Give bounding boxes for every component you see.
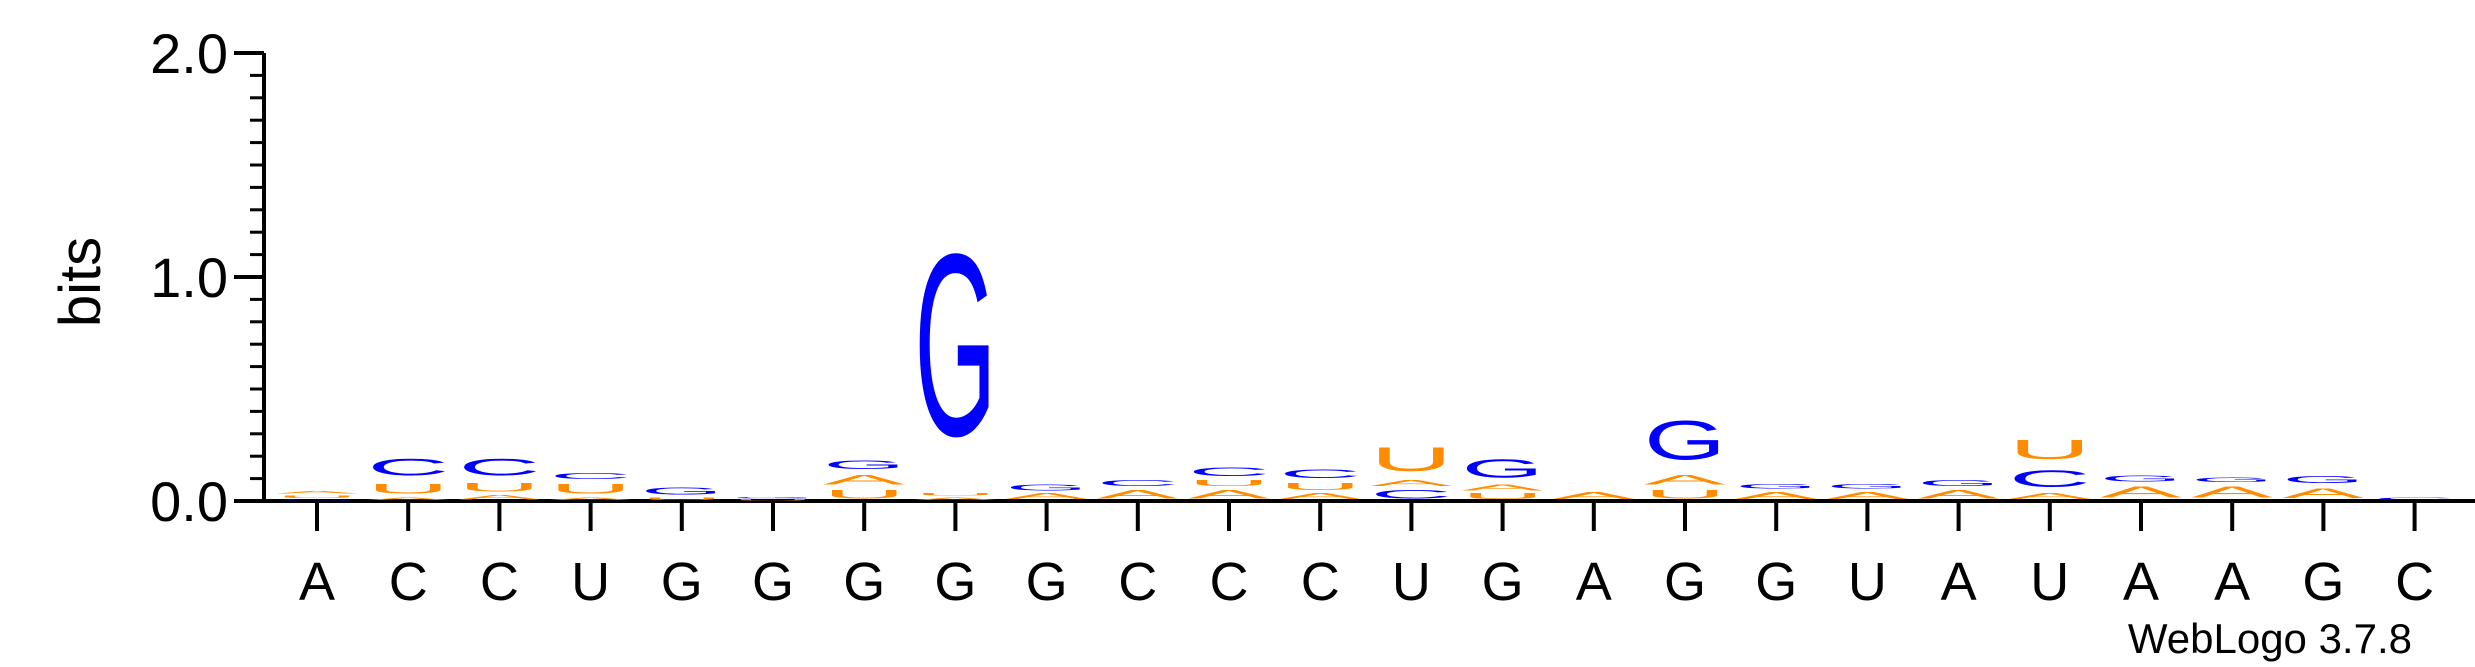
logo-letter-G: G xyxy=(2100,474,2182,483)
logo-letter-A: A xyxy=(2191,483,2274,501)
logo-letter-U: U xyxy=(914,492,996,496)
logo-letter-G: G xyxy=(641,485,723,496)
logo-letter-U: U xyxy=(1370,440,1452,478)
logo-letter-A: A xyxy=(458,494,540,501)
chart-axes: 0.01.02.0A C C U G G G G G C C C U G A G G U A U A A G C xyxy=(150,22,2475,612)
logo-letter-G: G xyxy=(1006,483,1088,492)
logo-letter-C: C xyxy=(1279,467,1361,480)
logo-letter-A: A xyxy=(1553,490,1635,501)
logo-letter-G: G xyxy=(1826,483,1908,490)
logo-letter-A: A xyxy=(550,497,632,501)
y-tick-label: 2.0 xyxy=(150,22,228,85)
x-tick-label: G xyxy=(661,552,703,612)
logo-letter-G: G xyxy=(1918,479,2000,488)
logo-letter-A: A xyxy=(1097,488,1179,501)
x-tick-label: U xyxy=(1848,552,1887,612)
x-tick-label: G xyxy=(843,552,885,612)
logo-letter-A: A xyxy=(1462,483,1544,492)
logo-letter-U: U xyxy=(823,488,905,501)
logo-letter-U: U xyxy=(276,494,358,498)
x-tick-label: C xyxy=(1118,552,1157,612)
x-tick-label: U xyxy=(571,552,610,612)
x-tick-label: A xyxy=(2123,552,2159,612)
x-tick-label: G xyxy=(1755,552,1797,612)
x-tick-label: A xyxy=(2214,552,2250,612)
logo-letter-A: A xyxy=(1370,479,1452,488)
logo-letter-G: G xyxy=(2191,476,2273,483)
y-tick-label: 1.0 xyxy=(150,246,228,309)
logo-letter-A: A xyxy=(1644,472,1726,488)
logo-letter-U: U xyxy=(1279,481,1361,492)
x-tick-label: U xyxy=(1392,552,1431,612)
logo-letter-A: A xyxy=(914,497,996,501)
logo-letter-A: A xyxy=(2100,483,2183,501)
x-tick-label: A xyxy=(1576,552,1612,612)
logo-letter-A: A xyxy=(2009,492,2091,501)
logo-letter-A: A xyxy=(276,490,358,494)
logo-letter-A: A xyxy=(1006,492,1088,501)
logo-letter-U: U xyxy=(1462,492,1544,501)
logo-letter-U: U xyxy=(550,481,632,497)
logo-letter-A: A xyxy=(1188,488,1270,501)
logo-letter-C: C xyxy=(1188,465,1270,478)
x-tick-label: G xyxy=(1664,552,1706,612)
logo-letter-U: U xyxy=(641,497,723,501)
x-tick-label: C xyxy=(2395,552,2434,612)
logo-letter-U: U xyxy=(732,499,814,501)
logo-letter-G: G xyxy=(1735,483,1817,490)
logo-letter-U: U xyxy=(1188,479,1270,488)
logo-letter-C: C xyxy=(1097,479,1179,488)
logo-letter-U: U xyxy=(458,481,540,494)
logo-letter-C: C xyxy=(550,472,632,481)
logo-letter-A: A xyxy=(2282,485,2364,501)
logo-letter-C: C xyxy=(458,454,540,481)
logo-letter-U: U xyxy=(2009,434,2091,465)
logo-letter-G: G xyxy=(2282,474,2364,485)
x-tick-label: G xyxy=(752,552,794,612)
logo-letter-C: C xyxy=(367,454,449,481)
weblogo-credit: WebLogo 3.7.8 xyxy=(2128,615,2412,662)
y-tick-label: 0.0 xyxy=(150,470,228,533)
logo-letter-G: G xyxy=(732,497,814,499)
logo-letter-A: A xyxy=(367,497,449,501)
y-axis-label: bits xyxy=(48,237,113,327)
x-tick-label: A xyxy=(299,552,335,612)
logo-letter-G: G xyxy=(823,458,905,471)
logo-letter-C: C xyxy=(2009,465,2091,492)
x-tick-label: C xyxy=(480,552,519,612)
x-tick-label: C xyxy=(389,552,428,612)
logo-letter-C: C xyxy=(276,499,358,501)
x-tick-label: C xyxy=(1210,552,1249,612)
x-tick-label: U xyxy=(2030,552,2069,612)
logo-letter-A: A xyxy=(823,472,905,488)
x-tick-label: C xyxy=(1301,552,1340,612)
x-tick-label: G xyxy=(1482,552,1524,612)
logo-letter-G: G xyxy=(914,200,996,491)
logo-letter-U: U xyxy=(367,481,449,497)
logo-letter-A: A xyxy=(1279,492,1361,501)
logo-letter-A: A xyxy=(1735,490,1817,501)
x-tick-label: A xyxy=(1941,552,1977,612)
logo-letter-C: C xyxy=(2374,497,2456,501)
logo-letter-U: U xyxy=(1644,488,1726,501)
logo-letter-G: G xyxy=(1644,409,1726,471)
logo-letter-A: A xyxy=(1918,488,2000,501)
x-tick-label: G xyxy=(1026,552,1068,612)
logo-letter-A: A xyxy=(1826,490,1908,501)
logo-letter-C: C xyxy=(1370,488,1452,501)
x-tick-label: G xyxy=(934,552,976,612)
x-tick-label: G xyxy=(2302,552,2344,612)
logo-letter-G: G xyxy=(1462,454,1544,483)
